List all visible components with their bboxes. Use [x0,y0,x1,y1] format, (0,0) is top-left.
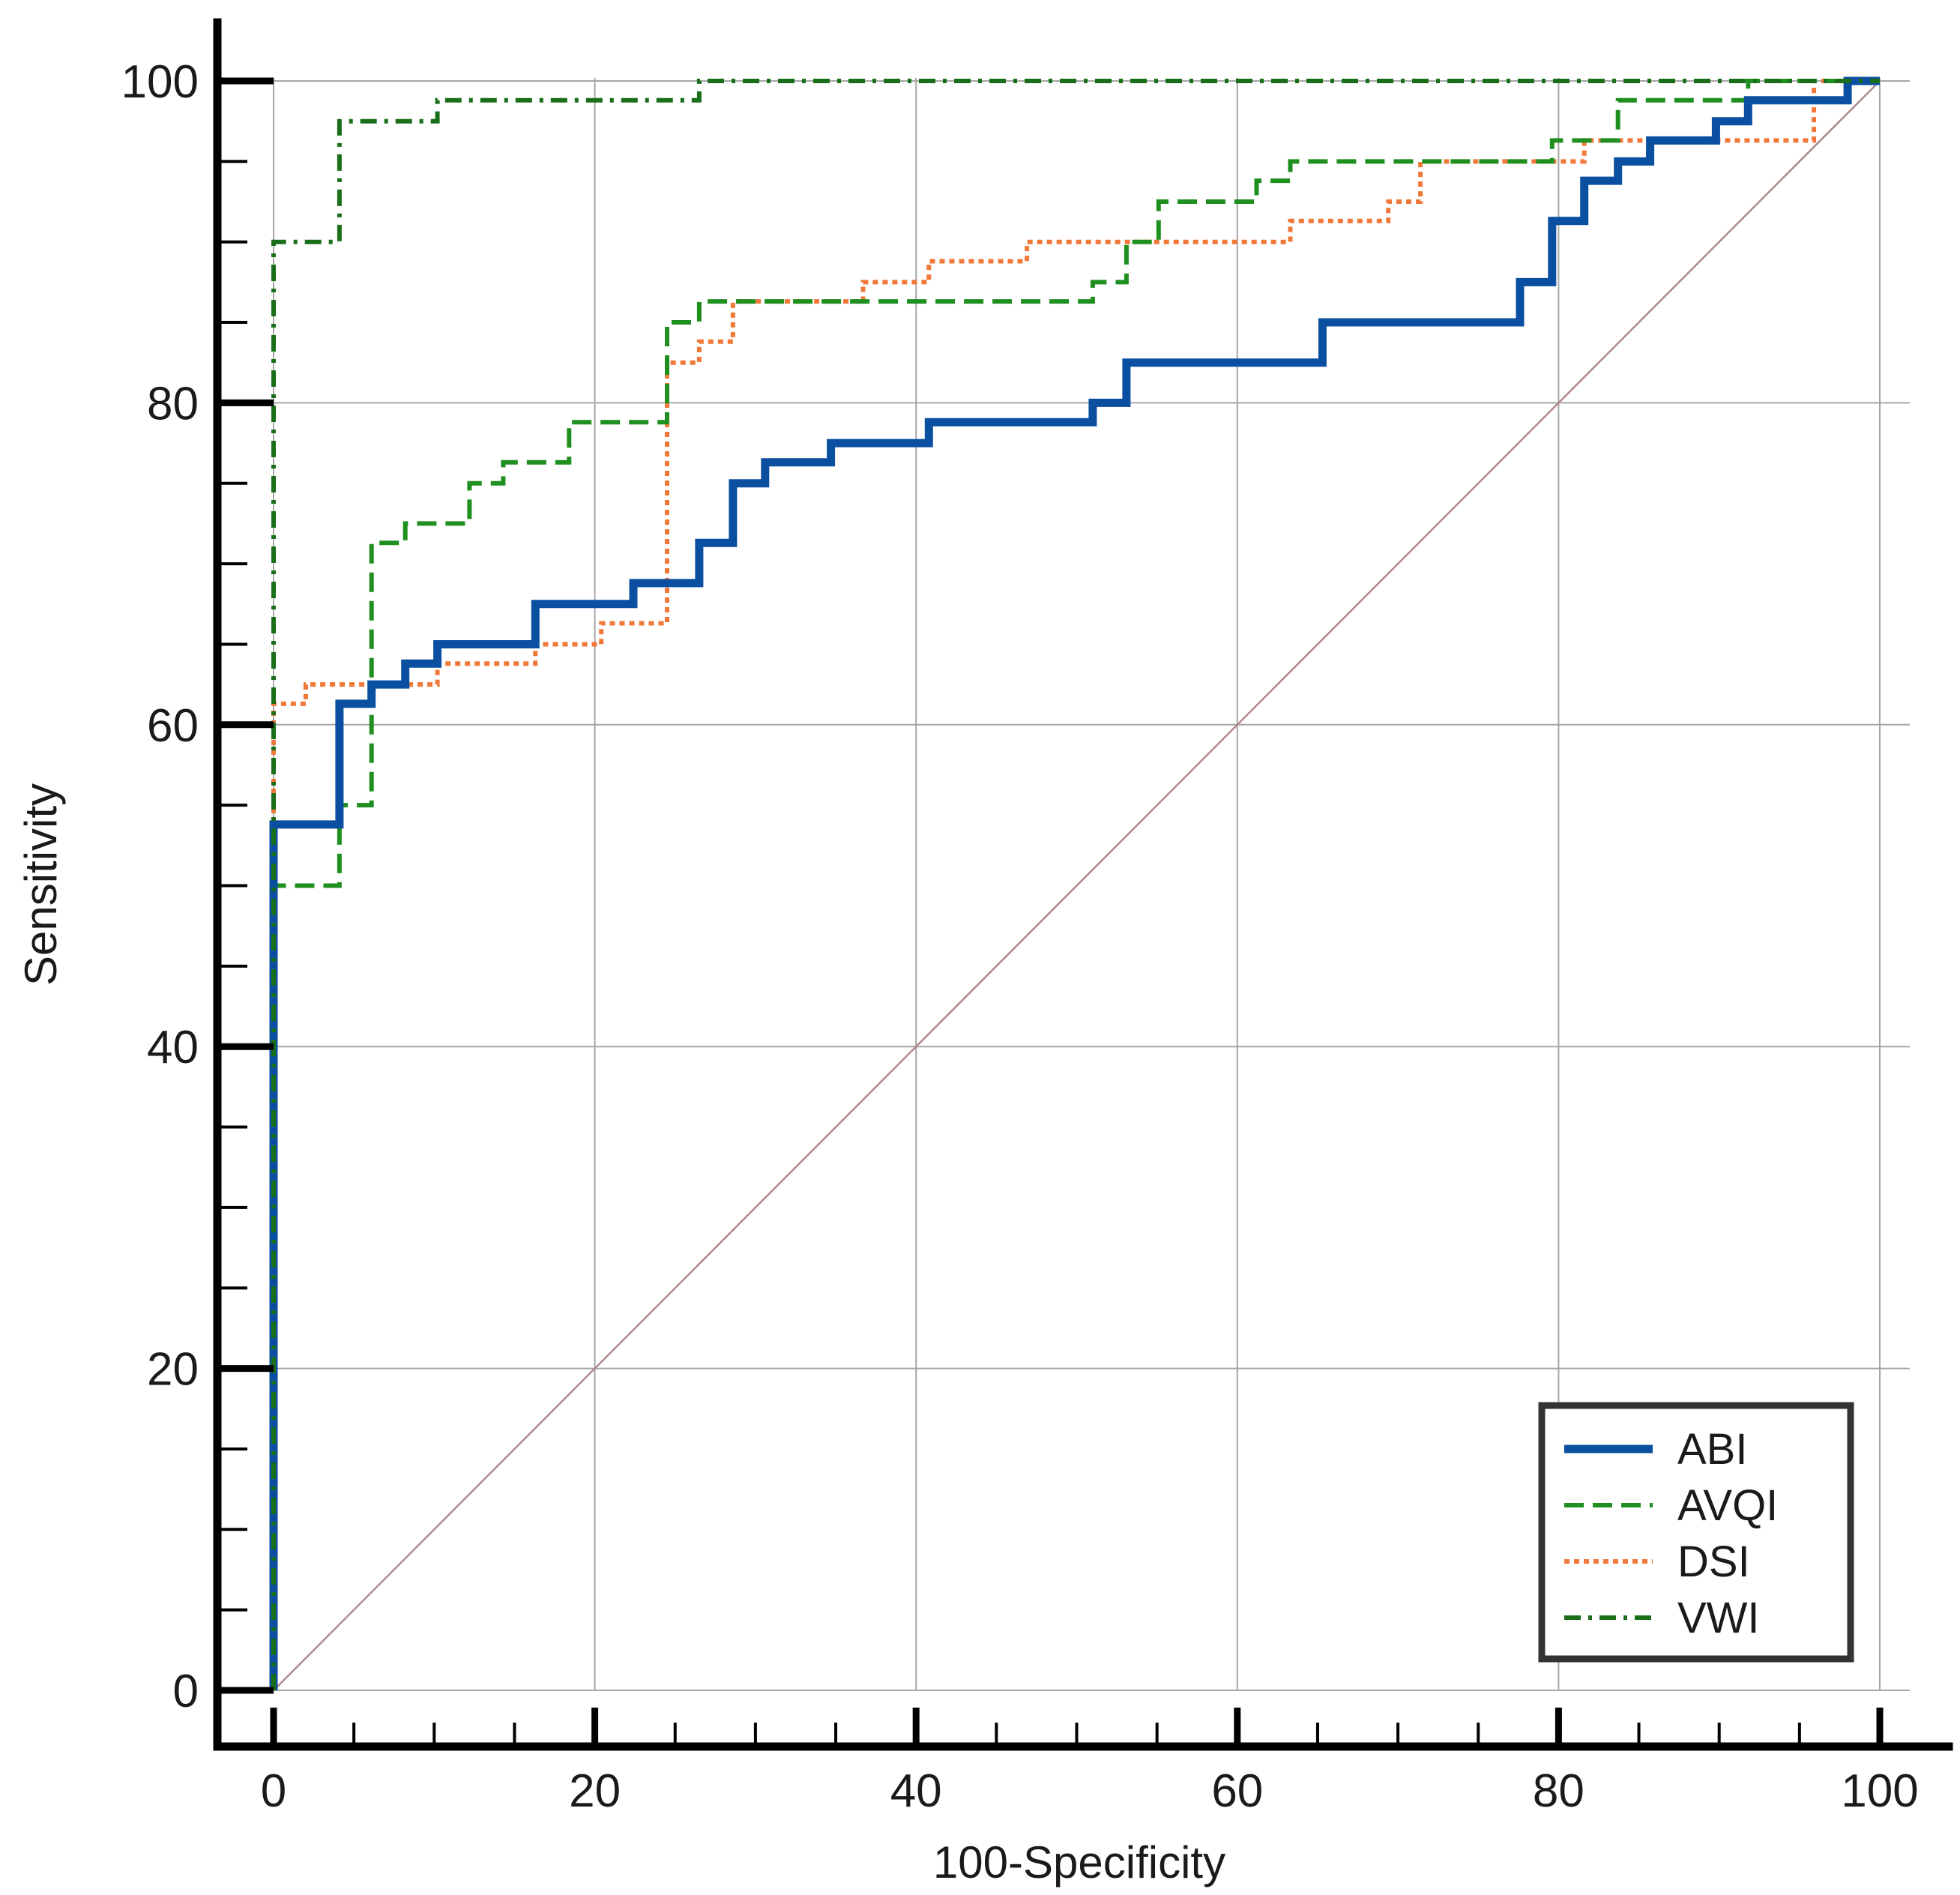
reference-diagonal-line [273,80,1881,1691]
x-axis-title: 100-Specificity [933,1837,1225,1888]
axes [213,18,1953,1751]
y-axis-title: Sensitivity [16,783,66,986]
y-tick-label: 60 [147,700,199,752]
x-tick-label: 40 [890,1765,942,1817]
legend-label-abi: ABI [1677,1425,1748,1474]
series-line-vwi [271,79,1880,1690]
reference-line-layer [273,80,1881,1691]
legend-label-avqi: AVQI [1677,1481,1778,1530]
y-tick-label: 0 [173,1666,199,1717]
series-line-abi [269,76,1880,1690]
tick-labels: 0 20 40 60 80 100 0 20 40 60 80 100 [121,56,1919,1817]
legend-label-dsi: DSI [1677,1537,1750,1586]
y-tick-label: 20 [147,1344,199,1396]
series-line-avqi [271,79,1880,1690]
x-tick-label: 60 [1211,1765,1263,1817]
x-tick-label: 20 [569,1765,621,1817]
x-tick-label: 0 [261,1765,286,1817]
x-tick-label: 80 [1533,1765,1584,1817]
y-tick-label: 80 [147,378,199,430]
y-tick-label: 100 [121,56,199,108]
legend-label-vwi: VWI [1677,1594,1760,1642]
grid [273,78,1910,1691]
legend: ABI AVQI DSI VWI [1538,1402,1854,1663]
series-layer [269,76,1880,1690]
y-tick-label: 40 [147,1022,199,1073]
x-tick-label: 100 [1841,1765,1918,1817]
